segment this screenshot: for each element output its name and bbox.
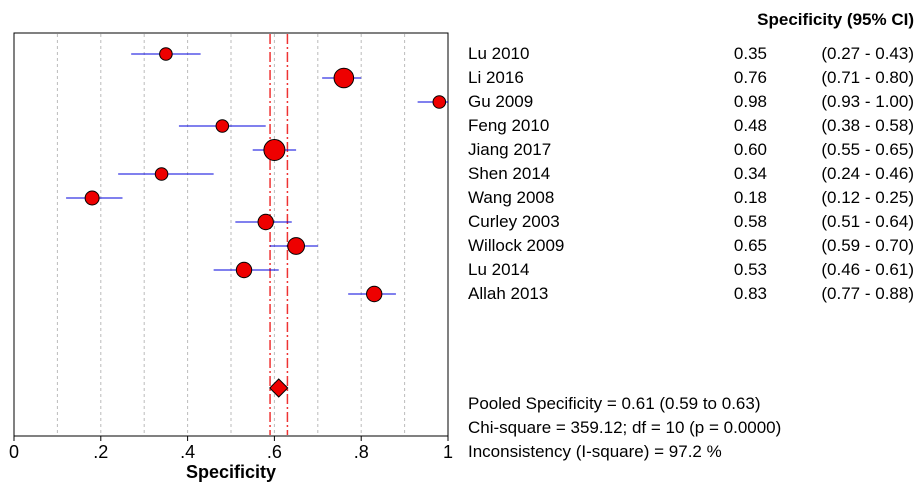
study-estimate: 0.18 — [733, 188, 767, 207]
study-point-marker — [257, 213, 274, 231]
chi-square-text: Chi-square = 359.12; df = 10 (p = 0.0000… — [468, 418, 782, 437]
x-tick-label: .8 — [354, 442, 369, 462]
x-tick-label: .4 — [180, 442, 195, 462]
study-name: Li 2016 — [468, 68, 524, 87]
x-tick-label: 0 — [9, 442, 19, 462]
x-tick-label: 1 — [443, 442, 453, 462]
column-header: Specificity (95% CI) — [757, 10, 914, 29]
study-ci-text: (0.51 - 0.64) — [821, 212, 914, 231]
study-ci-text: (0.59 - 0.70) — [821, 236, 914, 255]
study-ci-text: (0.77 - 0.88) — [821, 284, 914, 303]
study-point-marker — [154, 167, 169, 181]
study-point-marker — [84, 190, 100, 206]
x-tick-label: .2 — [93, 442, 108, 462]
study-name: Jiang 2017 — [468, 140, 552, 159]
pooled-specificity-text: Pooled Specificity = 0.61 (0.59 to 0.63) — [468, 394, 761, 413]
study-name: Shen 2014 — [468, 164, 551, 183]
study-row: Allah 2013 0.83 (0.77 - 0.88) — [468, 282, 920, 306]
x-tick-label: .6 — [267, 442, 282, 462]
study-row: Feng 2010 0.48 (0.38 - 0.58) — [468, 114, 920, 138]
study-point-marker — [333, 67, 355, 89]
study-name: Allah 2013 — [468, 284, 549, 303]
forest-plot: 0 .2 .4 .6 .8 1 Specificity — [9, 32, 453, 482]
study-estimate: 0.76 — [733, 68, 767, 87]
study-point-marker — [432, 95, 447, 109]
study-estimate: 0.48 — [733, 116, 767, 135]
study-row: Curley 2003 0.58 (0.51 - 0.64) — [468, 210, 920, 234]
study-ci-text: (0.38 - 0.58) — [821, 116, 914, 135]
study-estimate: 0.98 — [733, 92, 767, 111]
x-axis-label: Specificity — [186, 462, 276, 482]
study-estimate: 0.53 — [733, 260, 767, 279]
study-ci-text: (0.71 - 0.80) — [821, 68, 914, 87]
study-name: Wang 2008 — [468, 188, 555, 207]
study-ci-text: (0.12 - 0.25) — [821, 188, 914, 207]
study-ci-text: (0.55 - 0.65) — [821, 140, 914, 159]
study-estimate: 0.60 — [733, 140, 767, 159]
study-ci-text: (0.46 - 0.61) — [821, 260, 914, 279]
study-row: Jiang 2017 0.60 (0.55 - 0.65) — [468, 138, 920, 162]
study-name: Willock 2009 — [468, 236, 565, 255]
study-name: Lu 2010 — [468, 44, 530, 63]
study-estimate: 0.65 — [733, 236, 767, 255]
study-name: Lu 2014 — [468, 260, 530, 279]
study-row: Li 2016 0.76 (0.71 - 0.80) — [468, 66, 920, 90]
study-estimate: 0.58 — [733, 212, 767, 231]
study-point-marker — [235, 261, 253, 279]
study-point-marker — [215, 119, 230, 133]
study-point-marker — [263, 139, 286, 161]
study-row: Gu 2009 0.98 (0.93 - 1.00) — [468, 90, 920, 114]
study-row: Lu 2014 0.53 (0.46 - 0.61) — [468, 258, 920, 282]
study-point-marker — [159, 47, 173, 61]
study-point-marker — [287, 237, 306, 255]
study-estimate: 0.35 — [733, 44, 767, 63]
study-name: Gu 2009 — [468, 92, 534, 111]
study-point-marker — [366, 285, 383, 303]
study-ci-text: (0.93 - 1.00) — [821, 92, 914, 111]
inconsistency-text: Inconsistency (I-square) = 97.2 % — [468, 442, 722, 461]
study-row: Willock 2009 0.65 (0.59 - 0.70) — [468, 234, 920, 258]
study-estimate: 0.34 — [733, 164, 767, 183]
study-name: Feng 2010 — [468, 116, 550, 135]
study-ci-text: (0.24 - 0.46) — [821, 164, 914, 183]
pooled-diamond-marker — [269, 378, 289, 398]
study-row: Lu 2010 0.35 (0.27 - 0.43) — [468, 42, 920, 66]
study-estimate: 0.83 — [733, 284, 767, 303]
study-ci-text: (0.27 - 0.43) — [821, 44, 914, 63]
study-row: Wang 2008 0.18 (0.12 - 0.25) — [468, 186, 920, 210]
study-name: Curley 2003 — [468, 212, 560, 231]
study-row: Shen 2014 0.34 (0.24 - 0.46) — [468, 162, 920, 186]
